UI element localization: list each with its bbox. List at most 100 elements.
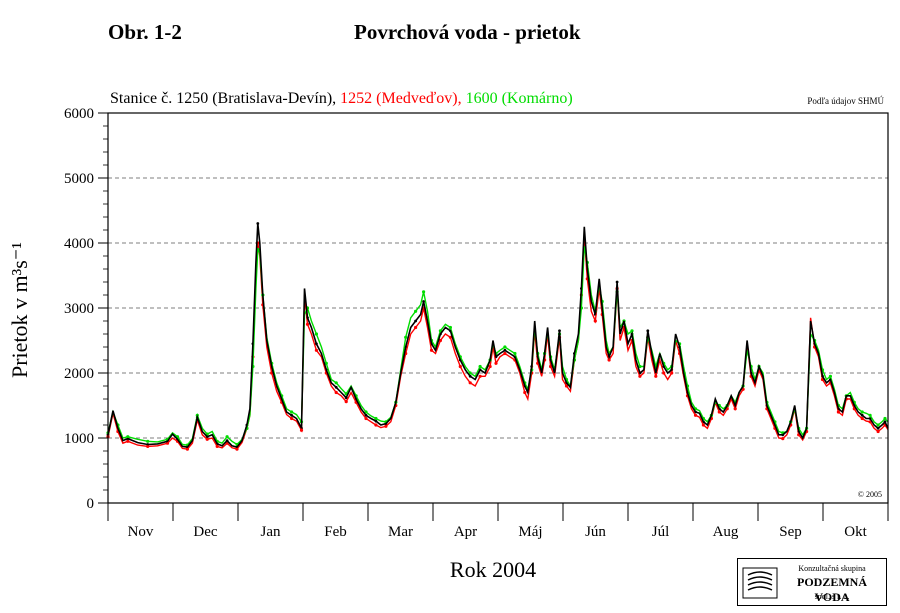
series-2-point [860, 416, 864, 421]
x-tick-label: Máj [518, 524, 542, 540]
series-2-point [494, 361, 498, 365]
series-3-point [422, 290, 426, 294]
x-tick-label: Dec [193, 524, 217, 540]
series-2-point [429, 348, 434, 352]
series-3-point [638, 364, 642, 369]
series-2-point [523, 390, 527, 395]
x-tick-label: Jún [585, 524, 606, 540]
series-2-point [305, 322, 310, 326]
chart-subtitle: Stanice č. 1250 (Bratislava-Devín), 1252… [110, 90, 573, 108]
x-tick-label: Sep [779, 524, 802, 540]
series-3-point [290, 410, 294, 414]
series-2-point [701, 423, 706, 427]
series-3-point [324, 361, 328, 365]
series-2-point [733, 407, 737, 411]
logo-line-1: Konzultačná skupina [798, 564, 866, 573]
x-tick-label: Aug [713, 524, 739, 540]
series-3-point [374, 416, 378, 421]
series-3-point [478, 364, 482, 369]
series-2-point [717, 410, 721, 414]
series-2-point [384, 424, 388, 428]
series-3-point [414, 309, 418, 313]
series-3-point [146, 439, 150, 443]
series-2-point [488, 364, 492, 369]
series-3-point [364, 410, 368, 414]
series-2-point [836, 410, 841, 414]
series-2-point [662, 371, 666, 375]
y-tick-label: 2000 [64, 366, 94, 382]
series-3-point [438, 329, 442, 333]
logo-emblem-icon [742, 567, 778, 599]
series-line-1 [107, 223, 889, 449]
y-axis-label: Prietok v m³s⁻¹ [7, 242, 32, 378]
company-logo: Konzultačná skupina PODZEMNÁ VODA spol. … [737, 558, 887, 606]
series-2-point [503, 351, 507, 356]
logo-line-3: spol. s r. o. [814, 592, 850, 601]
series-2-point [215, 444, 219, 448]
series-3-point [828, 374, 833, 378]
series-2-point [638, 374, 642, 378]
series-2-point [564, 384, 569, 388]
series-2-point [468, 381, 472, 385]
series-2-point [126, 439, 130, 443]
series-3-point [876, 423, 880, 427]
series-3-point [448, 325, 452, 330]
series-3-point [225, 435, 229, 439]
series-2-point [876, 429, 880, 434]
x-tick-label: Jan [261, 524, 281, 540]
series-2-point [654, 374, 658, 378]
series-line-2 [107, 236, 889, 450]
series-2-point [693, 413, 698, 417]
series-3-point [314, 332, 318, 336]
series-layer [106, 222, 889, 451]
logo-line-2: PODZEMNÁ VODA [797, 575, 867, 604]
series-2-point [146, 444, 150, 448]
y-tick-label: 1000 [64, 431, 94, 447]
y-tick-label: 4000 [64, 236, 94, 252]
x-tick-label: Mar [388, 524, 413, 540]
y-tick-label: 6000 [64, 106, 94, 122]
series-2-point [414, 325, 418, 330]
x-axis-label: Rok 2004 [450, 557, 536, 582]
series-3-point [503, 345, 507, 349]
series-2-point [458, 364, 462, 369]
series-2-point [549, 364, 553, 369]
axes: 0 1000 2000 3000 4000 5000 6000 Nov Dec Jan Feb Mar… [64, 106, 889, 540]
series-2-point [299, 428, 304, 432]
x-tick-label: Júl [652, 524, 670, 540]
series-3-point [404, 335, 408, 339]
y-tick-label: 0 [87, 496, 95, 512]
series-2-point [593, 319, 597, 323]
series-2-point [290, 416, 294, 421]
series-3-point [883, 416, 887, 421]
series-3-point [630, 329, 634, 333]
x-tick-label: Nov [128, 524, 154, 540]
series-2-point [185, 447, 189, 451]
subtitle-station-1250: Stanice č. 1250 (Bratislava-Devín), [110, 90, 341, 107]
x-tick-label: Apr [454, 524, 477, 540]
series-3-point [468, 371, 472, 375]
series-2-point [670, 371, 674, 375]
x-tick-label: Feb [324, 524, 347, 540]
series-2-point [478, 374, 482, 378]
series-2-point [607, 358, 611, 362]
series-2-point [374, 423, 378, 427]
series-2-point [205, 437, 209, 441]
series-3-point [513, 351, 517, 356]
grid-lines [108, 177, 888, 439]
series-2-point [438, 338, 442, 343]
series-3-point [868, 413, 872, 417]
subtitle-station-1600: 1600 (Komárno) [465, 90, 573, 107]
series-2-point [344, 400, 348, 404]
series-2-point [235, 447, 239, 451]
y-tick-label: 5000 [64, 171, 94, 187]
subtitle-station-1252: 1252 (Medveďov), [340, 90, 466, 107]
copyright-note: © 2005 [858, 490, 882, 499]
series-2-point [448, 335, 452, 339]
x-tick-label: Okt [844, 524, 867, 540]
series-2-point [314, 348, 318, 352]
series-3-point [334, 381, 338, 385]
source-note: Podľa údajov SHMÚ [807, 96, 884, 106]
figure-title: Povrchová voda - prietok [354, 20, 581, 44]
